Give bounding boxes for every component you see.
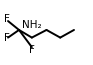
Text: F: F (4, 14, 10, 24)
Text: F: F (29, 45, 35, 55)
Text: NH₂: NH₂ (22, 20, 42, 30)
Text: F: F (4, 33, 10, 43)
